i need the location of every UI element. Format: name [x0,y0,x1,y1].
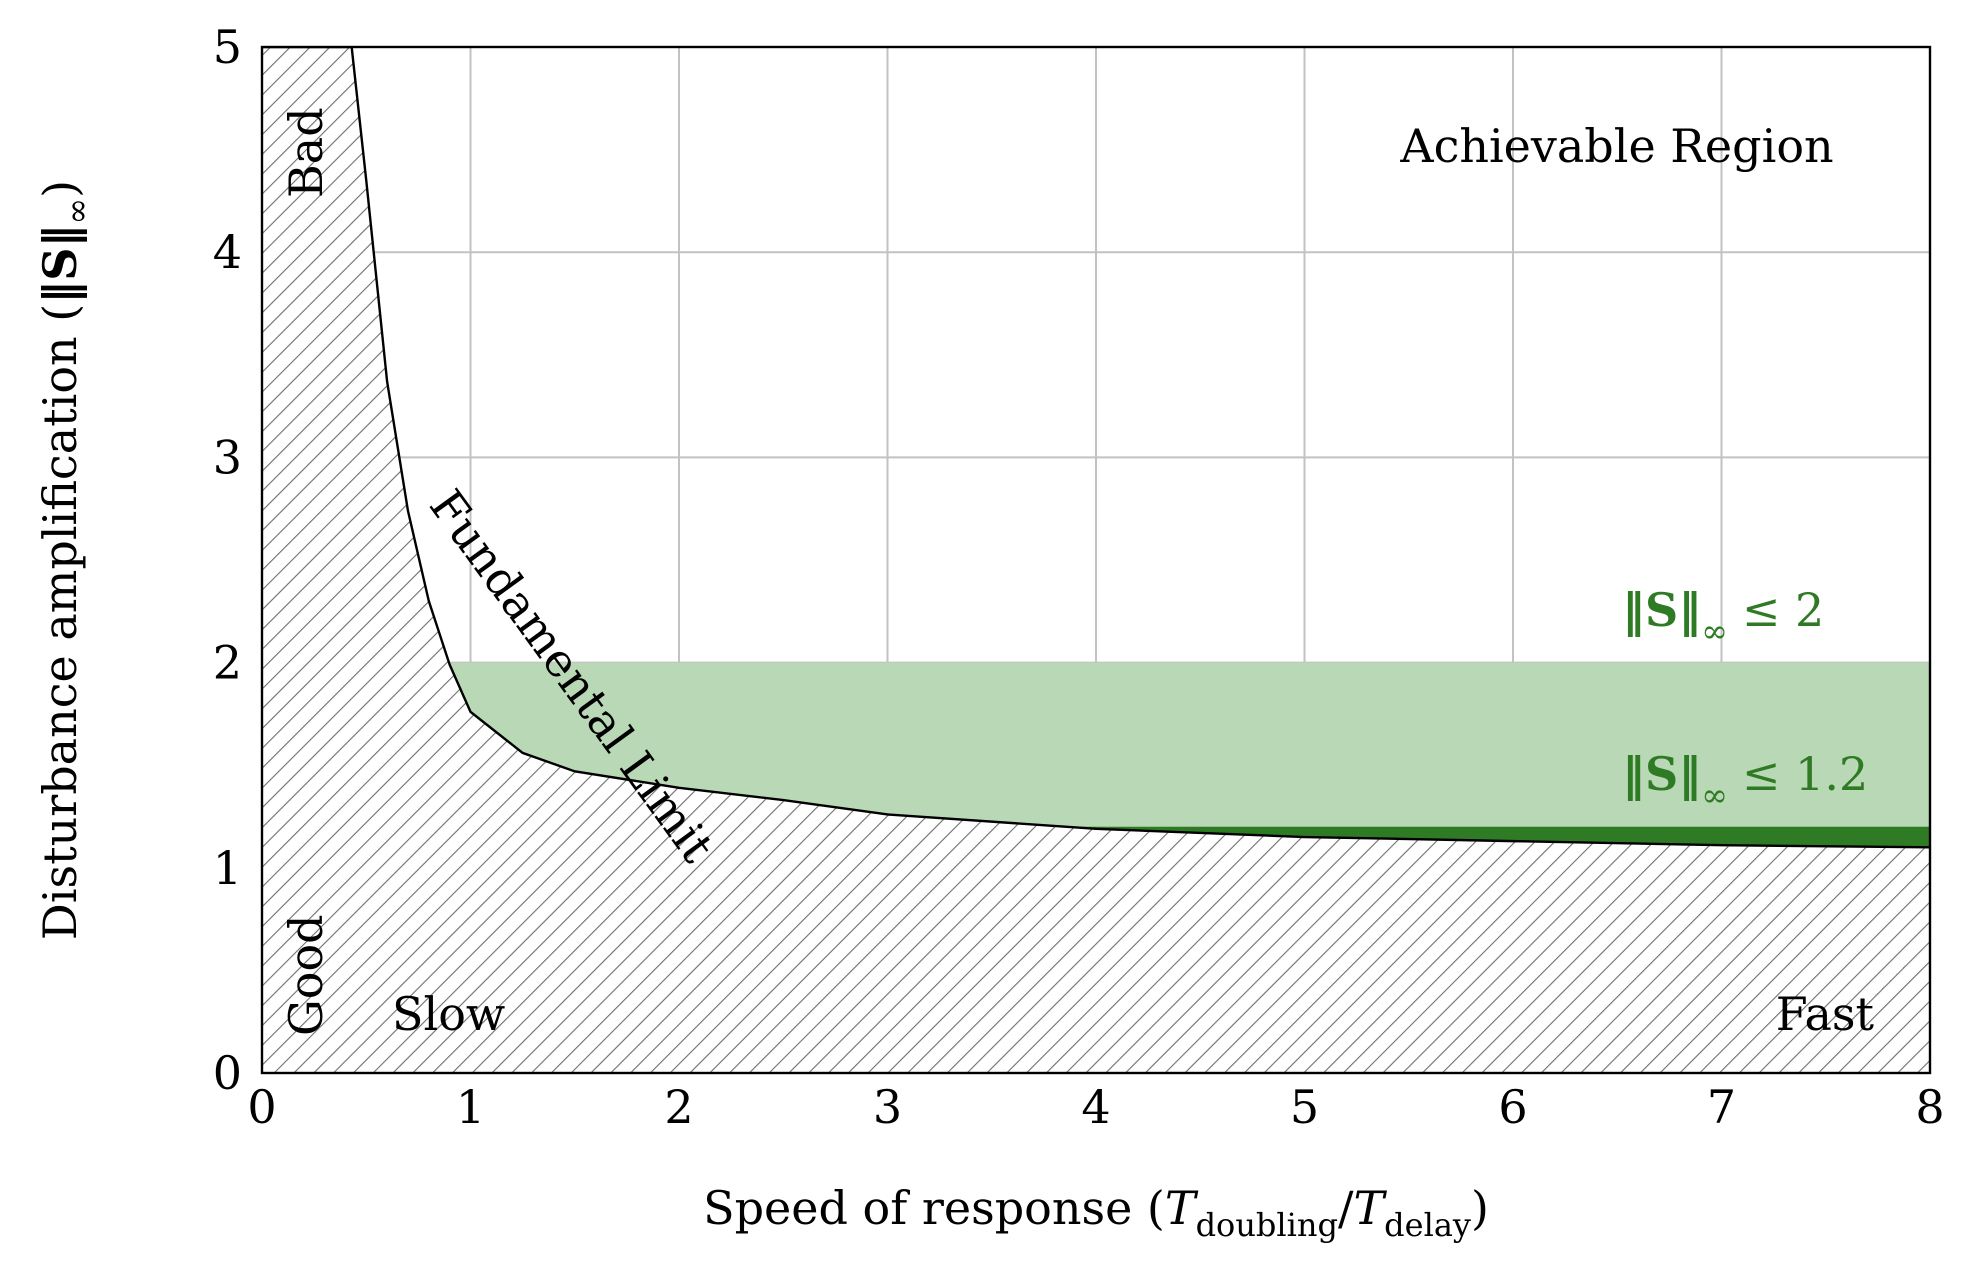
good-label: Good [279,914,333,1036]
x-axis-label-suffix: ) [1471,1181,1489,1235]
y-axis-label: Disturbance amplification (‖S‖∞) [33,180,96,940]
plot-frame [260,45,1932,1075]
band-1 [1066,826,1930,848]
y-tick-4: 4 [213,225,242,279]
x-tick-6: 6 [1498,1080,1527,1134]
band-label-1-2: ‖S‖∞ ≤ 1.2 [1622,747,1868,814]
x-tick-7: 7 [1707,1080,1736,1134]
band-label-2-rel: ≤ 2 [1742,583,1824,637]
band-label-2: ‖S‖∞ ≤ 2 [1622,583,1824,650]
x-axis-label: Speed of response (Tdoubling/Tdelay) [703,1181,1489,1244]
band-label-1-2-rel: ≤ 1.2 [1742,747,1868,801]
feasible-bands [448,662,1930,848]
band-label-2-norm: ‖S‖ [1622,583,1701,637]
slow-label: Slow [392,987,505,1041]
x-tick-0: 0 [247,1080,276,1134]
y-tick-5: 5 [213,20,242,74]
x-axis-label-t1: T [1165,1181,1199,1235]
band-label-1-2-sub: ∞ [1701,776,1728,814]
x-tick-2: 2 [664,1080,693,1134]
y-tick-2: 2 [213,636,242,690]
y-tick-labels: 0 1 2 3 4 5 [213,20,242,1100]
x-tick-labels: 0 1 2 3 4 5 6 7 8 [247,1080,1944,1134]
y-axis-label-norm: ‖S‖ [33,225,87,304]
fast-label: Fast [1776,987,1875,1041]
x-axis-label-slash: / [1338,1181,1354,1235]
y-axis-label-prefix: Disturbance amplification ( [33,304,87,940]
x-axis-label-t2-sub: delay [1384,1206,1471,1244]
y-axis-label-sub: ∞ [58,198,96,225]
y-tick-1: 1 [213,841,242,895]
y-tick-3: 3 [213,430,242,484]
y-tick-0: 0 [213,1046,242,1100]
band-0 [448,662,1930,848]
x-tick-5: 5 [1290,1080,1319,1134]
bad-label: Bad [279,107,333,198]
x-tick-1: 1 [456,1080,485,1134]
x-axis-label-t2: T [1353,1181,1387,1235]
y-axis-label-suffix: ) [33,180,87,198]
x-tick-3: 3 [873,1080,902,1134]
band-label-1-2-norm: ‖S‖ [1622,747,1701,801]
x-axis-label-prefix: Speed of response ( [703,1181,1165,1235]
x-axis-label-t1-sub: doubling [1196,1206,1338,1244]
infeasible-region [262,47,1930,1073]
x-tick-8: 8 [1915,1080,1944,1134]
band-label-2-sub: ∞ [1701,612,1728,650]
fundamental-limit-curve [262,47,1930,849]
achievable-region-label: Achievable Region [1399,119,1833,173]
x-tick-4: 4 [1081,1080,1110,1134]
